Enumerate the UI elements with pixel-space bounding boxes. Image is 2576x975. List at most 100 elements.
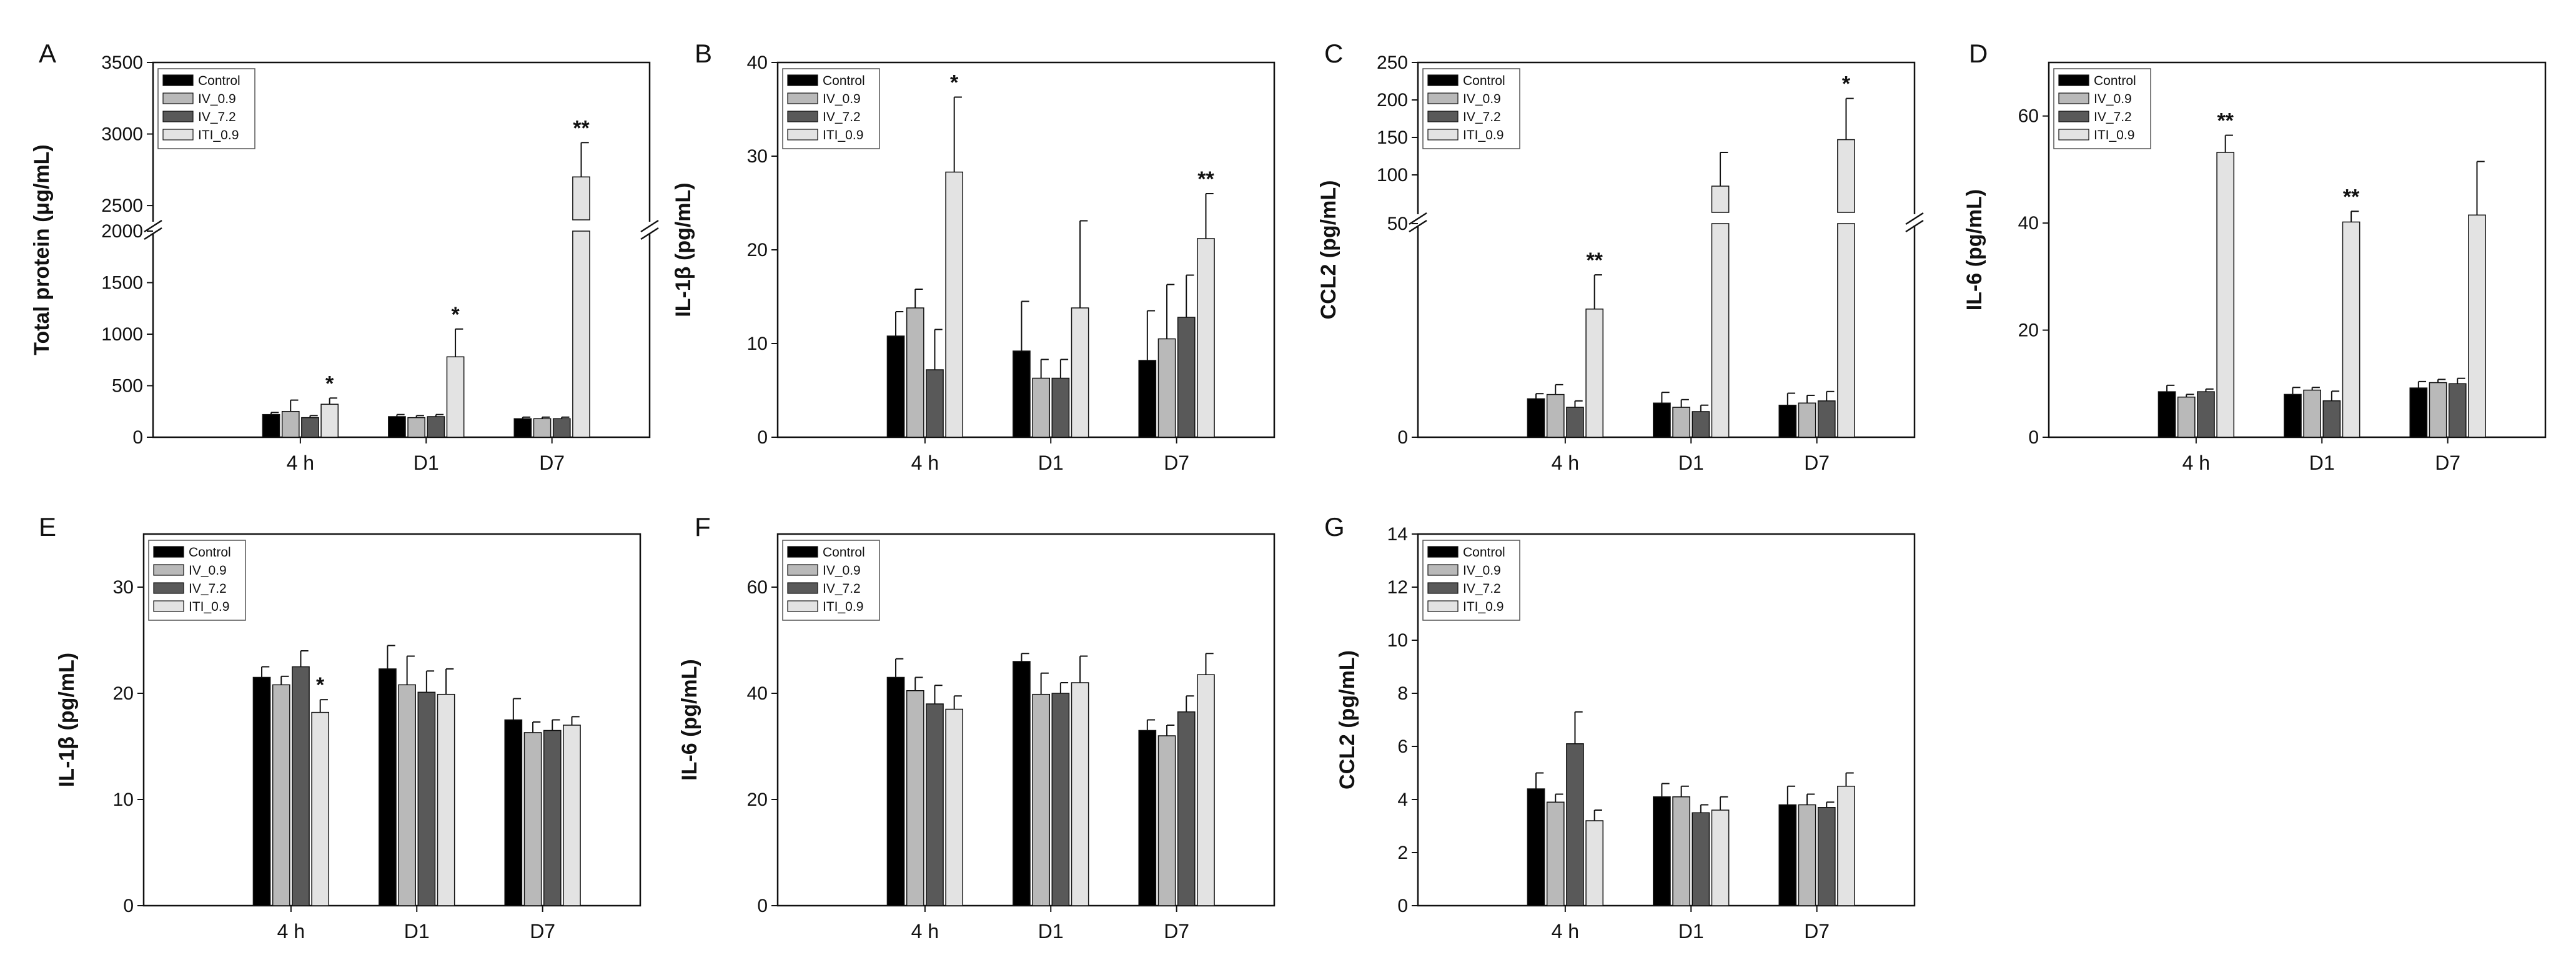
bar	[1051, 693, 1070, 906]
significance-mark: *	[950, 71, 959, 95]
legend-swatch	[1427, 92, 1459, 104]
panel-e: 0 10 20 30 4 h D1 D7 * IL-1β (pg/mL) E Control IV_0…	[39, 512, 642, 943]
bar	[1527, 398, 1545, 438]
bar	[320, 403, 339, 438]
bar	[1157, 735, 1176, 906]
x-tick-label: D1	[404, 920, 430, 943]
bar	[1798, 804, 1816, 906]
bar	[1051, 377, 1070, 438]
legend-label: Control	[823, 545, 865, 560]
y-tick-label: 12	[1387, 577, 1408, 598]
y-tick-label: 0	[2028, 427, 2039, 448]
bar	[427, 416, 445, 438]
bar	[1778, 804, 1797, 906]
legend-swatch	[787, 92, 818, 104]
legend-swatch	[2058, 129, 2089, 141]
bar	[1546, 393, 1565, 438]
panel-letter: C	[1324, 39, 1343, 68]
axis-break-mark-right	[640, 227, 659, 240]
legend-swatch	[787, 546, 818, 558]
y-tick-label: 3500	[101, 52, 143, 73]
bar	[1837, 139, 1855, 213]
x-tick-label: D7	[1804, 920, 1830, 943]
legend-swatch	[1427, 129, 1459, 141]
bar	[945, 708, 964, 906]
y-tick-label: 20	[113, 683, 134, 704]
legend-label: Control	[2094, 74, 2136, 88]
bar	[552, 418, 571, 438]
legend-label: IV_0.9	[823, 563, 861, 578]
y-tick-label: 4	[1397, 789, 1408, 810]
bar	[417, 691, 436, 906]
bar	[292, 666, 310, 906]
y-tick-label: 40	[2018, 213, 2039, 234]
bar	[1817, 400, 1836, 438]
y-tick-label: 30	[113, 577, 134, 598]
legend-swatch	[1427, 111, 1459, 122]
bar	[1071, 682, 1089, 906]
legend-label: IV_0.9	[1463, 92, 1501, 106]
x-tick-label: 4 h	[911, 452, 939, 474]
bar	[926, 369, 944, 438]
legend-swatch	[153, 564, 184, 576]
y-tick-label: 0	[132, 427, 143, 448]
legend-label: ITI_0.9	[823, 128, 863, 142]
x-tick-label: D7	[530, 920, 555, 943]
bar	[1798, 402, 1816, 438]
bar	[2157, 391, 2176, 438]
bar	[1711, 186, 1730, 213]
legend-swatch	[787, 582, 818, 594]
legend: Control IV_0.9 IV_7.2 ITI_0.9	[148, 540, 246, 621]
x-tick-label: D1	[1038, 452, 1064, 474]
bar	[2216, 152, 2235, 438]
y-tick-label: 0	[123, 896, 134, 916]
legend-swatch	[162, 129, 194, 141]
bar	[1032, 377, 1050, 438]
legend-swatch	[162, 92, 194, 104]
bar	[407, 417, 425, 438]
axis-break-mark-right	[640, 219, 659, 233]
bar	[281, 411, 300, 438]
x-tick-label: D7	[1164, 920, 1189, 943]
bar	[1032, 693, 1050, 906]
x-tick-label: D1	[1678, 920, 1704, 943]
y-tick-label: 20	[747, 240, 768, 260]
x-tick-label: D7	[539, 452, 565, 474]
bar	[1711, 223, 1730, 438]
bar	[1157, 338, 1176, 438]
bar	[1071, 307, 1089, 438]
y-tick-label: 0	[757, 427, 768, 448]
bar	[398, 684, 416, 906]
legend: Control IV_0.9 IV_7.2 ITI_0.9	[782, 68, 880, 149]
legend-swatch	[162, 74, 194, 86]
legend-label: IV_0.9	[198, 92, 236, 106]
y-axis-title: Total protein (μg/mL)	[30, 144, 54, 355]
axis-break-mark-left	[1409, 219, 1427, 233]
significance-mark: **	[2217, 109, 2234, 133]
x-tick-label: 4 h	[1552, 920, 1579, 943]
legend-label: Control	[189, 545, 231, 560]
bar	[272, 684, 290, 906]
y-axis-title: CCL2 (pg/mL)	[1335, 650, 1359, 789]
significance-mark: *	[1842, 72, 1851, 96]
bar	[2448, 383, 2467, 438]
legend-label: Control	[198, 74, 240, 88]
panel-letter: B	[695, 39, 712, 68]
y-tick-label: 100	[1377, 165, 1408, 186]
legend-swatch	[1427, 564, 1459, 576]
axis-break-mark-right	[1905, 212, 1924, 225]
bar	[1585, 309, 1604, 438]
bar	[2468, 214, 2486, 438]
x-tick-label: D7	[1804, 452, 1830, 474]
x-tick-label: 4 h	[911, 920, 939, 943]
legend-label: Control	[823, 74, 865, 88]
y-tick-label: 14	[1387, 524, 1408, 545]
bar	[1817, 807, 1836, 906]
legend-label: IV_7.2	[1463, 110, 1501, 124]
legend-swatch	[1427, 74, 1459, 86]
bar	[1177, 711, 1196, 906]
significance-mark: *	[316, 673, 325, 697]
y-tick-label: 500	[112, 376, 143, 397]
legend-swatch	[153, 582, 184, 594]
